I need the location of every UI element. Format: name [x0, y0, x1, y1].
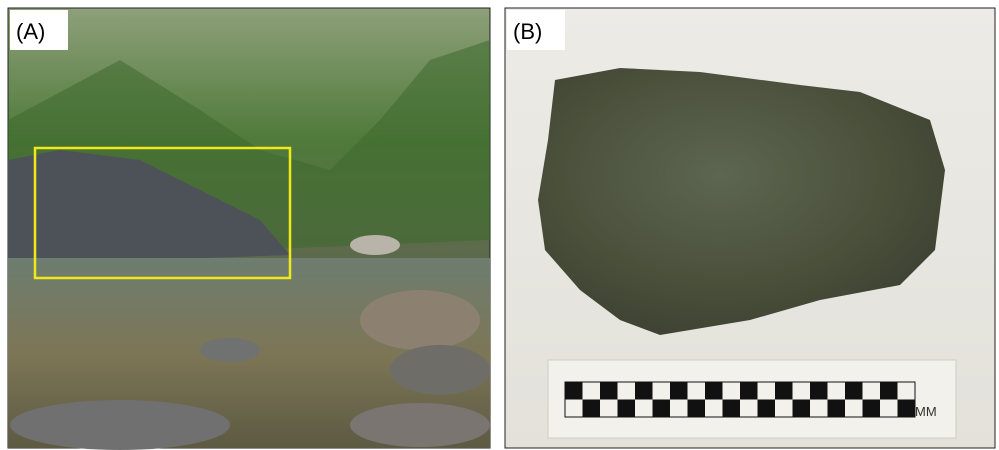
check-square	[862, 399, 880, 417]
rock	[10, 400, 230, 450]
label-bg	[10, 10, 68, 50]
check-square	[670, 382, 688, 400]
rock	[360, 290, 480, 350]
check-square	[827, 399, 845, 417]
label-bg	[507, 10, 565, 50]
check-square	[740, 382, 758, 400]
check-square	[810, 382, 828, 400]
scale-unit: MM	[915, 404, 937, 419]
check-square	[617, 399, 635, 417]
check-square	[635, 382, 653, 400]
check-square	[722, 399, 740, 417]
rock	[350, 403, 490, 447]
check-square	[687, 399, 705, 417]
panel-label: (B)	[513, 19, 542, 44]
panel-label: (A)	[16, 19, 45, 44]
check-square	[775, 382, 793, 400]
rock	[200, 338, 260, 362]
check-frame	[564, 381, 916, 418]
rock-sample	[538, 68, 945, 335]
check-square	[792, 399, 810, 417]
check-square	[582, 399, 600, 417]
check-square	[705, 382, 723, 400]
check-square	[652, 399, 670, 417]
check-square	[845, 382, 863, 400]
cliff	[8, 150, 290, 265]
checkerboard	[564, 381, 916, 418]
check-square	[565, 382, 583, 400]
rock	[350, 235, 400, 255]
panel-b: MM (B)	[504, 7, 996, 449]
check-square	[880, 382, 898, 400]
check-square	[757, 399, 775, 417]
highlight-box	[33, 146, 292, 280]
check-square	[600, 382, 618, 400]
rock	[390, 345, 490, 395]
panel-a: (A)	[7, 7, 491, 450]
check-square	[897, 399, 915, 417]
